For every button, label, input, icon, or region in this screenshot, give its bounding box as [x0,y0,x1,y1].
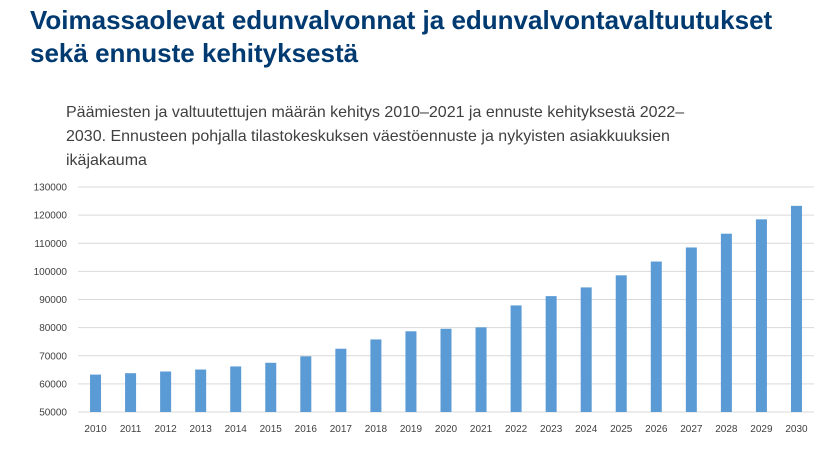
bar-2010 [90,375,101,412]
y-tick-label: 80000 [39,323,67,334]
bar-2017 [335,349,346,412]
bar-2016 [300,356,311,412]
x-tick-label: 2010 [84,424,107,435]
x-tick-label: 2022 [505,424,528,435]
x-tick-label: 2029 [750,424,773,435]
bar-2019 [405,331,416,412]
y-tick-label: 100000 [34,267,68,278]
x-tick-label: 2014 [225,424,248,435]
bars [90,206,802,412]
y-tick-label: 130000 [34,183,68,194]
x-tick-label: 2024 [575,424,598,435]
bar-2018 [370,339,381,412]
y-tick-label: 60000 [39,379,67,390]
bar-2021 [476,327,487,412]
bar-2026 [651,262,662,412]
x-tick-label: 2011 [120,424,142,435]
bar-2015 [265,363,276,412]
x-tick-label: 2026 [645,424,668,435]
x-tick-label: 2023 [540,424,563,435]
bar-2022 [511,305,522,412]
bar-2029 [756,219,767,412]
x-tick-label: 2013 [190,424,213,435]
y-tick-label: 50000 [39,408,67,419]
x-tick-label: 2021 [470,424,493,435]
bar-2020 [441,329,452,412]
x-tick-label: 2030 [785,424,808,435]
x-tick-label: 2020 [435,424,458,435]
bar-2023 [546,296,557,412]
y-tick-label: 90000 [39,295,67,306]
x-tick-label: 2025 [610,424,633,435]
bar-chart: 50000 60000 70000 80000 90000 100000 110000 120… [0,0,824,460]
x-tick-label: 2019 [400,424,423,435]
bar-2011 [125,373,136,412]
x-tick-label: 2018 [365,424,388,435]
bar-2028 [721,234,732,412]
y-axis: 50000 60000 70000 80000 90000 100000 110000 120… [34,183,68,419]
x-tick-label: 2028 [715,424,738,435]
y-tick-label: 70000 [39,351,67,362]
bar-2024 [581,287,592,412]
x-axis: 2010 2011 2012 2013 2014 2015 2016 2017 2018 2019… [84,424,808,435]
bar-2013 [195,370,206,412]
y-tick-label: 110000 [34,239,67,250]
bar-2014 [230,366,241,412]
x-tick-label: 2012 [154,424,177,435]
bar-2027 [686,247,697,412]
x-tick-label: 2016 [295,424,318,435]
x-tick-label: 2017 [330,424,353,435]
x-tick-label: 2015 [260,424,283,435]
bar-2030 [791,206,802,412]
x-tick-label: 2027 [680,424,703,435]
bar-2025 [616,275,627,412]
bar-2012 [160,372,171,413]
y-tick-label: 120000 [34,211,68,222]
